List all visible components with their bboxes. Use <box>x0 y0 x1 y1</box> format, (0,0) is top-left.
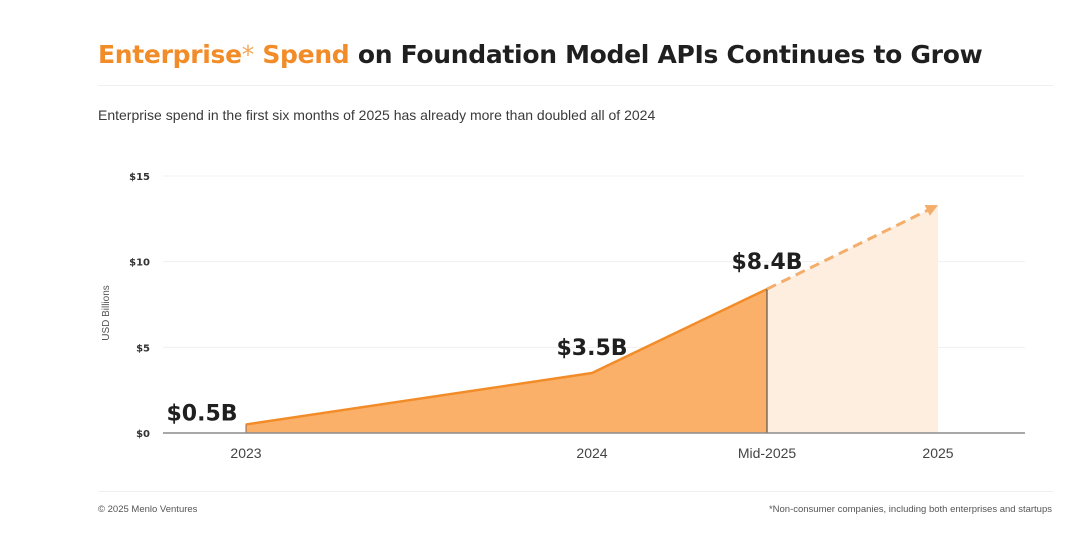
projection-area <box>767 205 938 433</box>
x-tick-label: Mid-2025 <box>738 445 797 461</box>
y-axis-ticks: $0 $5 $10 $15 <box>129 172 150 440</box>
copyright: © 2025 Menlo Ventures <box>98 504 198 515</box>
title-asterisk: * <box>241 40 255 69</box>
actual-area <box>246 289 767 433</box>
data-labels: $0.5B $3.5B $8.4B <box>166 250 802 426</box>
y-tick-label: $15 <box>129 172 150 183</box>
x-tick-label: 2023 <box>230 445 261 461</box>
header-divider <box>98 85 1053 86</box>
title-accent-spend: Spend <box>253 40 350 69</box>
actual-line <box>245 287 768 426</box>
x-tick-label: 2024 <box>576 445 607 461</box>
y-axis-label: USD Billions <box>101 285 112 341</box>
data-label: $0.5B <box>166 401 237 426</box>
projection-line <box>766 207 931 291</box>
chart-subtitle: Enterprise spend in the first six months… <box>98 107 656 123</box>
x-axis-ticks: 2023 2024 Mid-2025 2025 <box>230 445 953 461</box>
y-tick-label: $5 <box>136 343 150 354</box>
footer-divider <box>98 491 1053 492</box>
data-label: $3.5B <box>556 336 627 361</box>
projection-arrowhead-icon <box>924 205 938 216</box>
chart-title: Enterprise* Spend on Foundation Model AP… <box>98 40 983 69</box>
data-label: $8.4B <box>731 250 802 275</box>
title-accent: Enterprise <box>98 40 242 69</box>
y-tick-label: $10 <box>129 258 150 269</box>
footnote: *Non-consumer companies, including both … <box>768 504 1052 515</box>
y-tick-label: $0 <box>136 429 150 440</box>
x-tick-label: 2025 <box>922 445 953 461</box>
areas <box>245 205 938 433</box>
title-rest: on Foundation Model APIs Continues to Gr… <box>349 40 983 69</box>
